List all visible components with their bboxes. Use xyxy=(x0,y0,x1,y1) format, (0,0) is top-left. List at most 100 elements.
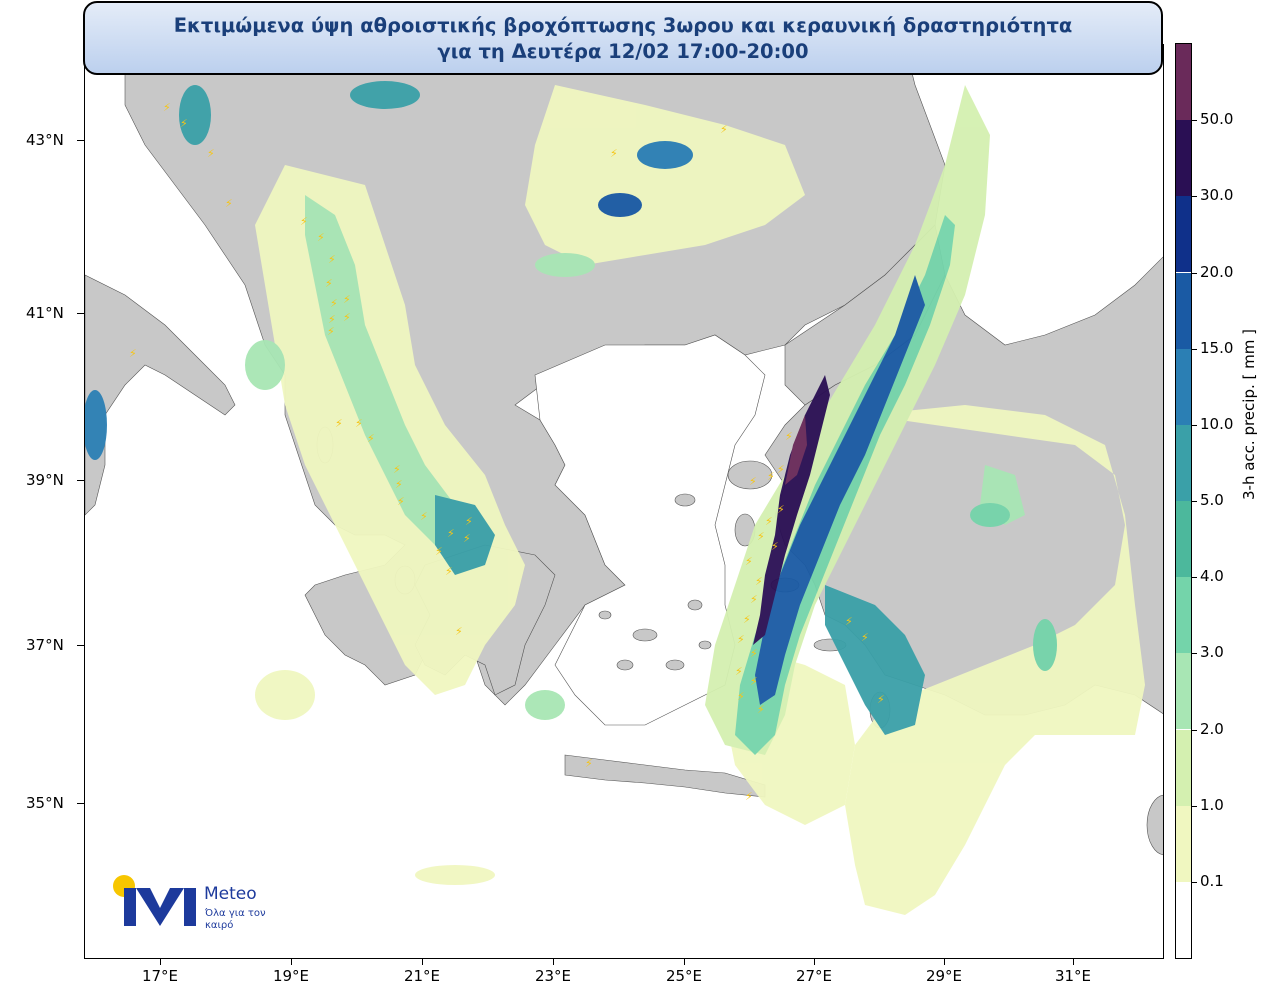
colorbar-title: 3-h acc. precip. [ mm ] xyxy=(1240,329,1258,500)
island-cluster-2 xyxy=(665,659,685,671)
lightning-symbol: ⚡ xyxy=(447,527,455,540)
colorbar-tick xyxy=(1192,805,1197,807)
colorbar-tick xyxy=(1192,881,1197,883)
lightning-symbol: ⚡ xyxy=(420,510,428,523)
lightning-symbol: ⚡ xyxy=(163,101,171,114)
lon-tick xyxy=(160,959,161,965)
lightning-symbol: ⚡ xyxy=(757,703,765,716)
lightning-symbol: ⚡ xyxy=(771,540,779,553)
logo-tagline: Όλα για τον καιρό xyxy=(205,908,266,931)
lightning-symbol: ⚡ xyxy=(767,470,775,483)
lat-tick xyxy=(77,140,84,141)
lightning-symbol: ⚡ xyxy=(435,545,443,558)
lon-tick xyxy=(944,959,945,965)
colorbar-segment xyxy=(1176,805,1191,882)
map-title: Εκτιμώμενα ύψη αθροιστικής βροχόπτωσης 3… xyxy=(173,14,1073,37)
lightning-symbol: ⚡ xyxy=(745,790,753,803)
lightning-symbol: ⚡ xyxy=(395,478,403,491)
lightning-symbol: ⚡ xyxy=(861,631,869,644)
lon-label-27: 27°E xyxy=(795,967,833,985)
italy-heel xyxy=(85,274,236,516)
meteo-logo xyxy=(113,875,196,926)
precip-cell-2 xyxy=(598,193,642,217)
precip-cell-9 xyxy=(255,670,315,720)
lightning-symbol: ⚡ xyxy=(317,231,325,244)
cyprus-edge xyxy=(1146,794,1163,856)
lightning-symbol: ⚡ xyxy=(743,613,751,626)
colorbar-level-label: 10.0 xyxy=(1200,414,1234,433)
lightning-symbol: ⚡ xyxy=(765,515,773,528)
colorbar-segment xyxy=(1176,501,1191,578)
lat-label-37: 37°N xyxy=(26,636,64,654)
lightning-symbol: ⚡ xyxy=(325,277,333,290)
lightning-symbol: ⚡ xyxy=(445,565,453,578)
lat-tick xyxy=(77,313,84,314)
lightning-symbol: ⚡ xyxy=(777,463,785,476)
colorbar-tick xyxy=(1192,501,1197,502)
colorbar-tick xyxy=(1192,729,1197,731)
colorbar-tick xyxy=(1192,272,1197,274)
lightning-symbol: ⚡ xyxy=(465,515,473,528)
lightning-symbol: ⚡ xyxy=(129,347,137,360)
lightning-symbol: ⚡ xyxy=(877,693,885,706)
precip-cell-1 xyxy=(637,141,693,169)
lightning-symbol: ⚡ xyxy=(845,615,853,628)
lon-label-19: 19°E xyxy=(272,967,310,985)
sea-layer xyxy=(534,334,766,726)
colorbar-level-label: 0.1 xyxy=(1200,871,1224,890)
lightning-symbol: ⚡ xyxy=(735,665,743,678)
colorbar-segment xyxy=(1176,196,1191,273)
lon-label-17: 17°E xyxy=(141,967,179,985)
precipitation-colorbar xyxy=(1175,43,1192,959)
lightning-symbol: ⚡ xyxy=(610,147,618,160)
colorbar-segment xyxy=(1176,44,1191,121)
lightning-symbol: ⚡ xyxy=(750,593,758,606)
precip-medium-west xyxy=(305,195,485,565)
lightning-symbol: ⚡ xyxy=(463,532,471,545)
lon-tick xyxy=(422,959,423,965)
colorbar-segment xyxy=(1176,881,1191,958)
lat-tick xyxy=(77,803,84,804)
colorbar-level-label: 15.0 xyxy=(1200,338,1234,357)
lon-tick xyxy=(291,959,292,965)
lightning-symbol: ⚡ xyxy=(397,495,405,508)
lightning-symbol: ⚡ xyxy=(180,117,188,130)
lightning-symbol: ⚡ xyxy=(300,215,308,228)
map-subtitle: για τη Δευτέρα 12/02 17:00-20:00 xyxy=(437,40,809,63)
lesvos xyxy=(727,460,773,490)
logo-m-left xyxy=(124,888,136,926)
colorbar-segment xyxy=(1176,424,1191,501)
precip-extreme-core xyxy=(785,415,807,485)
precipitation-map: ⚡ ⚡ ⚡ ⚡ ⚡ ⚡ ⚡ ⚡ ⚡ ⚡ ⚡ ⚡ ⚡ ⚡ ⚡ ⚡ ⚡ ⚡ ⚡ ⚡ … xyxy=(85,45,1163,915)
precip-cell-5 xyxy=(85,390,107,460)
lightning-symbol: ⚡ xyxy=(330,297,338,310)
lon-tick xyxy=(553,959,554,965)
lightning-symbol: ⚡ xyxy=(749,475,757,488)
colorbar-tick xyxy=(1192,424,1197,426)
precip-light-north xyxy=(525,85,805,265)
colorbar-tick xyxy=(1192,653,1197,655)
precip-medium-dodecanese xyxy=(825,585,925,735)
lightning-symbol: ⚡ xyxy=(777,503,785,516)
precip-cell-12 xyxy=(1033,619,1057,671)
lightning-symbol: ⚡ xyxy=(343,311,351,324)
island-cluster-4 xyxy=(687,599,703,611)
lightning-symbol: ⚡ xyxy=(720,123,728,136)
lat-label-39: 39°N xyxy=(26,471,64,489)
colorbar-segment xyxy=(1176,272,1191,349)
lightning-symbol: ⚡ xyxy=(328,253,336,266)
precip-light-east xyxy=(845,405,1145,915)
colorbar-tick xyxy=(1192,120,1197,122)
lon-tick xyxy=(684,959,685,965)
lightning-symbol: ⚡ xyxy=(355,417,363,430)
colorbar-level-label: 50.0 xyxy=(1200,110,1234,129)
colorbar-level-label: 4.0 xyxy=(1200,567,1224,586)
lightning-symbol: ⚡ xyxy=(327,325,335,338)
logo-m-right xyxy=(184,888,196,926)
lon-label-31: 31°E xyxy=(1054,967,1092,985)
lightning-symbol: ⚡ xyxy=(367,432,375,445)
colorbar-segment xyxy=(1176,653,1191,730)
lon-label-23: 23°E xyxy=(534,967,572,985)
lightning-symbol: ⚡ xyxy=(207,147,215,160)
lat-tick xyxy=(77,645,84,646)
